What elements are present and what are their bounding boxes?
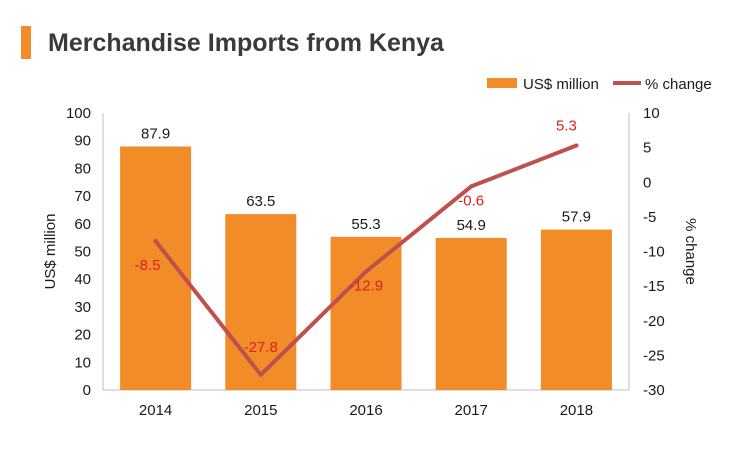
left-axis-tick-label: 50 — [74, 244, 91, 261]
bar — [225, 214, 297, 390]
legend-bar-label: US$ million — [523, 76, 599, 93]
line-value-label: -12.9 — [349, 278, 383, 295]
left-axis-tick-label: 90 — [74, 133, 91, 150]
left-axis-tick-label: 40 — [74, 271, 91, 288]
line-point — [153, 239, 158, 244]
left-axis-tick-label: 30 — [74, 299, 91, 316]
line-point — [258, 372, 263, 377]
right-axis-tick-label: -30 — [643, 382, 665, 399]
line-value-label: -0.6 — [458, 192, 484, 209]
line-labels: -8.5 -27.8 -12.9 -0.6 5.3 — [135, 118, 577, 356]
right-axis-tick-label: -15 — [643, 278, 665, 295]
x-axis-tick-label: 2014 — [139, 402, 172, 419]
bar — [435, 237, 507, 390]
axes: 0 10 20 30 40 50 60 70 80 90 100 -30 -25 -20 -15 -10 -5 0… — [42, 105, 699, 419]
left-axis-tick-label: 0 — [83, 382, 91, 399]
legend: US$ million % change — [487, 76, 712, 93]
bars — [120, 146, 612, 390]
bar-labels: 87.9 63.5 55.3 54.9 57.9 — [141, 126, 591, 234]
right-axis-tick-label: -5 — [643, 209, 656, 226]
bar — [330, 236, 402, 390]
bar-value-label: 54.9 — [457, 217, 486, 234]
right-axis-tick-label: -20 — [643, 313, 665, 330]
bar-value-label: 57.9 — [562, 209, 591, 226]
bar-value-label: 63.5 — [246, 193, 275, 210]
right-axis-tick-label: 0 — [643, 174, 651, 191]
line-point — [364, 269, 368, 274]
line-point — [574, 143, 579, 148]
right-axis-tick-label: -10 — [643, 244, 665, 261]
line-layer — [153, 143, 579, 377]
chart-title: Merchandise Imports from Kenya — [48, 29, 444, 57]
line-value-label: -27.8 — [244, 339, 278, 356]
left-axis-tick-label: 80 — [74, 160, 91, 177]
x-axis-tick-label: 2017 — [455, 402, 488, 419]
x-axis-tick-label: 2015 — [244, 402, 277, 419]
right-axis-tick-label: 5 — [643, 140, 651, 157]
bar — [540, 229, 612, 390]
title-accent-bar — [21, 26, 31, 59]
right-axis-tick-label: -25 — [643, 347, 665, 364]
line-point — [469, 184, 474, 189]
legend-bar-swatch — [487, 78, 517, 88]
left-axis-title: US$ million — [42, 214, 59, 290]
right-axis-tick-label: 10 — [643, 105, 660, 122]
left-axis-tick-label: 60 — [74, 216, 91, 233]
x-axis-tick-label: 2018 — [560, 402, 593, 419]
x-axis-tick-label: 2016 — [349, 402, 382, 419]
left-axis-tick-label: 70 — [74, 188, 91, 205]
bar-value-label: 55.3 — [351, 216, 380, 233]
bar-value-label: 87.9 — [141, 126, 170, 143]
left-axis-tick-label: 20 — [74, 327, 91, 344]
legend-line-label: % change — [645, 76, 712, 93]
left-axis-tick-label: 10 — [74, 354, 91, 371]
line-value-label: 5.3 — [556, 118, 577, 135]
line-value-label: -8.5 — [135, 257, 161, 274]
right-axis-title: % change — [682, 218, 699, 285]
left-axis-tick-label: 100 — [66, 105, 91, 122]
